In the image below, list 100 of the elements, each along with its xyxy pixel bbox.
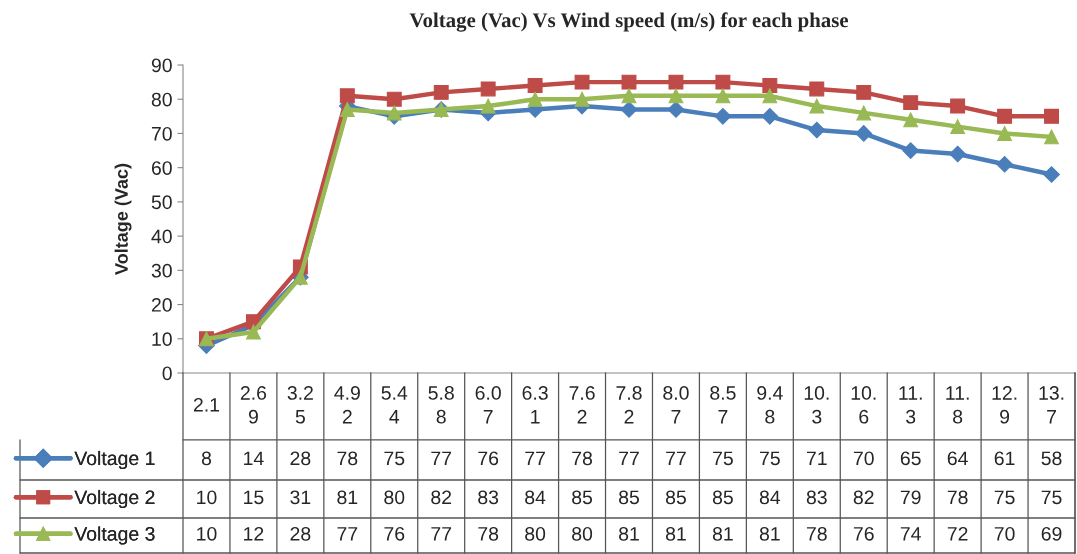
data-label: 58 — [1041, 451, 1062, 466]
point — [668, 74, 684, 90]
x-tick-label: 5.44 — [381, 386, 408, 424]
data-label: 82 — [853, 490, 874, 505]
data-label: 85 — [712, 490, 733, 505]
point — [855, 125, 873, 142]
y-tick-label: 50 — [151, 195, 172, 210]
point — [902, 142, 920, 159]
data-label: 78 — [572, 451, 593, 466]
data-label: 83 — [806, 490, 827, 505]
data-label: 64 — [947, 451, 968, 466]
data-label: 76 — [384, 526, 405, 541]
data-label: 81 — [337, 490, 358, 505]
data-label: 71 — [806, 451, 827, 466]
y-tick-label: 70 — [151, 126, 172, 141]
point — [997, 108, 1013, 124]
y-axis-title: Voltage (Vac) — [114, 163, 132, 275]
data-label: 75 — [1041, 490, 1062, 505]
point — [574, 91, 590, 107]
data-label: 80 — [525, 526, 546, 541]
y-tick-label: 0 — [162, 366, 172, 381]
x-tick-label: 11.3 — [899, 386, 922, 424]
data-label: 78 — [337, 451, 358, 466]
point — [621, 74, 637, 90]
y-tick-label: 40 — [151, 229, 172, 244]
x-tick-label: 4.92 — [334, 386, 360, 424]
data-label: 65 — [900, 451, 921, 466]
point — [762, 88, 778, 104]
data-label: 76 — [478, 451, 499, 466]
point — [339, 102, 355, 117]
point — [903, 95, 919, 111]
point — [809, 81, 825, 97]
x-tick-label: 8.57 — [710, 386, 736, 424]
point — [1044, 108, 1059, 124]
point — [762, 78, 778, 93]
data-label: 28 — [290, 451, 311, 466]
data-label: 61 — [994, 451, 1015, 466]
x-tick-label: 12.9 — [992, 386, 1017, 424]
point — [997, 125, 1013, 141]
data-label: 80 — [572, 526, 593, 541]
data-label: 70 — [994, 526, 1015, 541]
legend-label: Voltage 2 — [74, 489, 155, 509]
x-tick-label: 2.1 — [193, 397, 220, 412]
data-label: 12 — [244, 526, 264, 541]
y-tick-label: 80 — [151, 92, 172, 107]
point — [1044, 129, 1059, 145]
data-label: 78 — [478, 526, 499, 541]
point — [761, 107, 779, 125]
data-label: 14 — [244, 451, 264, 466]
data-label: 74 — [900, 527, 921, 541]
data-label: 81 — [712, 526, 733, 541]
y-tick-label: 90 — [151, 58, 172, 73]
x-tick-label: 10.3 — [804, 386, 829, 424]
data-label: 81 — [759, 526, 780, 541]
x-tick-label: 7.82 — [616, 386, 642, 424]
point — [621, 88, 637, 104]
point — [527, 91, 543, 107]
point — [667, 101, 685, 118]
x-tick-label: 11.8 — [946, 386, 969, 424]
point — [480, 98, 496, 114]
x-tick-label: 6.07 — [475, 386, 501, 424]
data-label: 75 — [384, 451, 405, 466]
data-label: 84 — [525, 490, 546, 505]
data-label: 78 — [947, 490, 968, 505]
point — [950, 98, 966, 114]
chart-title: Voltage (Vac) Vs Wind speed (m/s) for each phase — [409, 12, 849, 32]
data-label: 80 — [384, 490, 405, 505]
data-label: 75 — [760, 451, 780, 466]
point — [386, 105, 402, 121]
point — [574, 74, 590, 90]
data-label: 28 — [290, 526, 311, 541]
point — [1043, 166, 1060, 183]
point — [809, 98, 825, 114]
data-label: 77 — [619, 451, 639, 466]
x-tick-label: 8.07 — [663, 386, 689, 424]
data-label: 82 — [431, 490, 452, 505]
point — [950, 119, 966, 135]
data-label: 81 — [665, 526, 686, 541]
data-label: 77 — [431, 451, 452, 466]
data-label: 10 — [197, 526, 217, 541]
data-label: 76 — [853, 526, 874, 541]
point — [245, 324, 261, 340]
data-label: 77 — [525, 451, 545, 466]
x-tick-label: 10.6 — [851, 386, 876, 424]
x-tick-label: 13.7 — [1039, 386, 1064, 424]
point — [903, 112, 919, 128]
data-label: 31 — [290, 490, 311, 505]
data-label: 79 — [900, 490, 921, 505]
point — [668, 88, 684, 104]
data-label: 75 — [994, 490, 1015, 505]
legend-label: Voltage 3 — [74, 526, 155, 545]
point — [715, 88, 731, 104]
point — [433, 84, 449, 100]
x-tick-label: 9.48 — [757, 386, 783, 424]
point — [620, 101, 638, 118]
point — [339, 88, 355, 104]
data-label: 10 — [197, 490, 217, 505]
data-label: 69 — [1041, 526, 1062, 541]
data-label: 8 — [201, 451, 212, 466]
point — [715, 74, 731, 90]
